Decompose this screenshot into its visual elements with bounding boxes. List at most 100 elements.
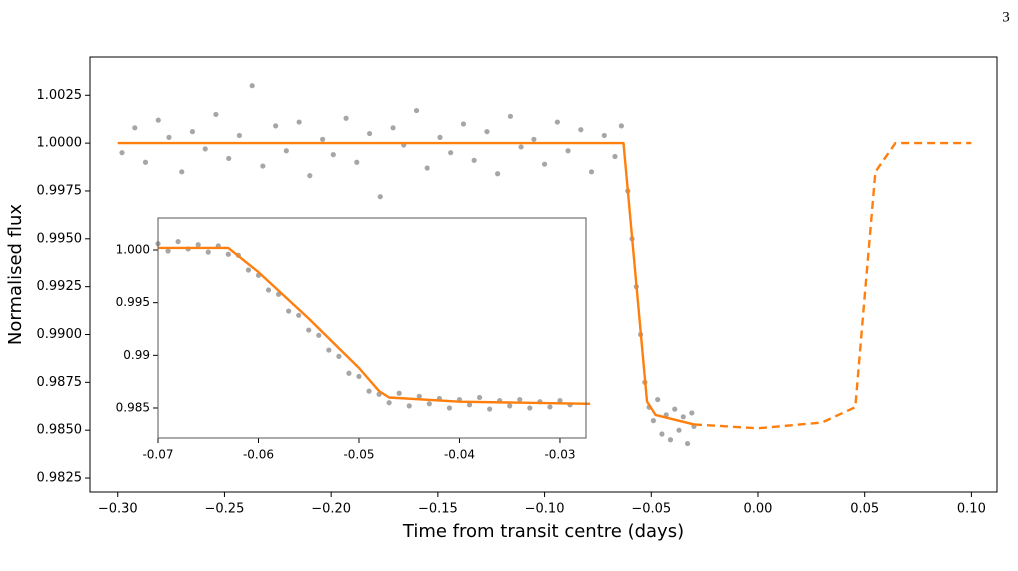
data-point bbox=[307, 173, 313, 179]
data-point bbox=[356, 373, 362, 379]
data-point bbox=[460, 121, 467, 127]
x-axis-label: Time from transit centre (days) bbox=[402, 521, 684, 542]
data-point bbox=[476, 394, 483, 401]
plot-frame bbox=[157, 217, 587, 439]
data-point bbox=[377, 194, 383, 200]
model-line bbox=[693, 141, 972, 430]
data-point bbox=[518, 144, 524, 150]
data-point bbox=[336, 353, 342, 359]
x-tick-label: −0.05 bbox=[631, 502, 671, 517]
data-point bbox=[226, 155, 232, 162]
data-point bbox=[554, 119, 560, 125]
y-tick-label: 0.9825 bbox=[37, 471, 83, 486]
data-point bbox=[166, 134, 172, 140]
data-point bbox=[413, 107, 420, 114]
data-point bbox=[354, 159, 360, 165]
data-point bbox=[343, 115, 349, 121]
x-tick-label: −0.25 bbox=[205, 502, 245, 517]
x-tick-label: -0.04 bbox=[444, 448, 475, 462]
data-point bbox=[650, 418, 657, 424]
data-point bbox=[601, 132, 607, 139]
data-point bbox=[366, 130, 373, 137]
data-point bbox=[236, 132, 242, 139]
y-tick-label: 1.000 bbox=[116, 243, 150, 257]
x-tick-label: -0.06 bbox=[243, 448, 274, 462]
data-point bbox=[119, 150, 125, 156]
data-point bbox=[507, 113, 514, 119]
data-point bbox=[527, 405, 533, 411]
data-point bbox=[495, 171, 501, 177]
data-point bbox=[557, 398, 563, 404]
plot-area bbox=[158, 218, 586, 438]
data-point bbox=[155, 117, 161, 123]
page-number: 3 bbox=[1002, 9, 1010, 25]
data-point bbox=[195, 242, 201, 248]
data-point bbox=[283, 148, 289, 154]
data-point bbox=[547, 404, 553, 410]
y-tick-label: 0.985 bbox=[116, 400, 150, 414]
data-point bbox=[273, 123, 279, 129]
y-tick-label: 0.995 bbox=[116, 295, 150, 309]
data-point bbox=[390, 125, 396, 131]
model-line bbox=[117, 141, 695, 426]
data-point bbox=[448, 150, 454, 156]
x-tick-label: −0.10 bbox=[525, 502, 565, 517]
data-point bbox=[471, 157, 477, 163]
data-point bbox=[296, 312, 302, 318]
data-point bbox=[676, 427, 682, 433]
y-tick-label: 0.9850 bbox=[37, 423, 83, 438]
y-tick-label: 0.9925 bbox=[37, 279, 83, 294]
data-point bbox=[426, 401, 432, 407]
data-point bbox=[330, 152, 336, 158]
chart: -0.07 -0.06 -0.05 -0.04 -0.03 0.985 0.99 0.995 1… bbox=[116, 217, 591, 462]
y-tick-label: 0.9950 bbox=[37, 231, 83, 246]
y-tick-label: 1.0000 bbox=[37, 136, 83, 151]
model-line bbox=[158, 246, 591, 405]
data-point bbox=[507, 403, 513, 409]
data-point bbox=[179, 169, 185, 175]
y-axis-label: Normalised flux bbox=[5, 204, 26, 345]
x-tick-label: 0.00 bbox=[744, 502, 773, 517]
y-tick-label: 0.9975 bbox=[37, 183, 83, 198]
data-point bbox=[265, 287, 272, 293]
y-tick-label: 1.0025 bbox=[37, 88, 83, 103]
data-point bbox=[346, 370, 352, 376]
data-point bbox=[205, 249, 211, 255]
data-point bbox=[165, 248, 171, 254]
data-point bbox=[320, 136, 326, 142]
data-point bbox=[672, 406, 678, 412]
data-point bbox=[260, 163, 266, 169]
data-point bbox=[132, 125, 138, 131]
data-point bbox=[517, 396, 523, 403]
data-point bbox=[667, 437, 674, 443]
y-tick-label: 0.9875 bbox=[37, 375, 83, 390]
data-point bbox=[655, 396, 661, 403]
data-point bbox=[142, 159, 149, 165]
data-point bbox=[424, 165, 430, 171]
x-tick-label: −0.20 bbox=[311, 502, 351, 517]
data-point bbox=[689, 410, 695, 416]
x-tick-label: −0.30 bbox=[98, 502, 138, 517]
data-point bbox=[684, 440, 691, 447]
data-point bbox=[484, 129, 490, 135]
data-point bbox=[659, 431, 665, 437]
x-tick-label: -0.05 bbox=[343, 448, 374, 462]
data-point bbox=[406, 403, 412, 409]
data-point bbox=[588, 169, 595, 175]
data-point bbox=[245, 267, 252, 273]
data-point bbox=[189, 129, 196, 135]
data-point bbox=[618, 123, 624, 129]
data-point bbox=[416, 393, 422, 400]
data-point bbox=[316, 332, 322, 338]
data-point bbox=[202, 146, 208, 152]
data-point bbox=[396, 390, 402, 396]
data-point bbox=[366, 388, 372, 394]
plot-frame bbox=[89, 56, 998, 493]
data-point bbox=[296, 119, 302, 125]
data-point bbox=[175, 238, 181, 245]
y-tick-label: 0.99 bbox=[123, 348, 150, 362]
data-point bbox=[680, 414, 686, 420]
data-point bbox=[249, 83, 255, 89]
x-tick-label: 0.05 bbox=[850, 502, 879, 517]
